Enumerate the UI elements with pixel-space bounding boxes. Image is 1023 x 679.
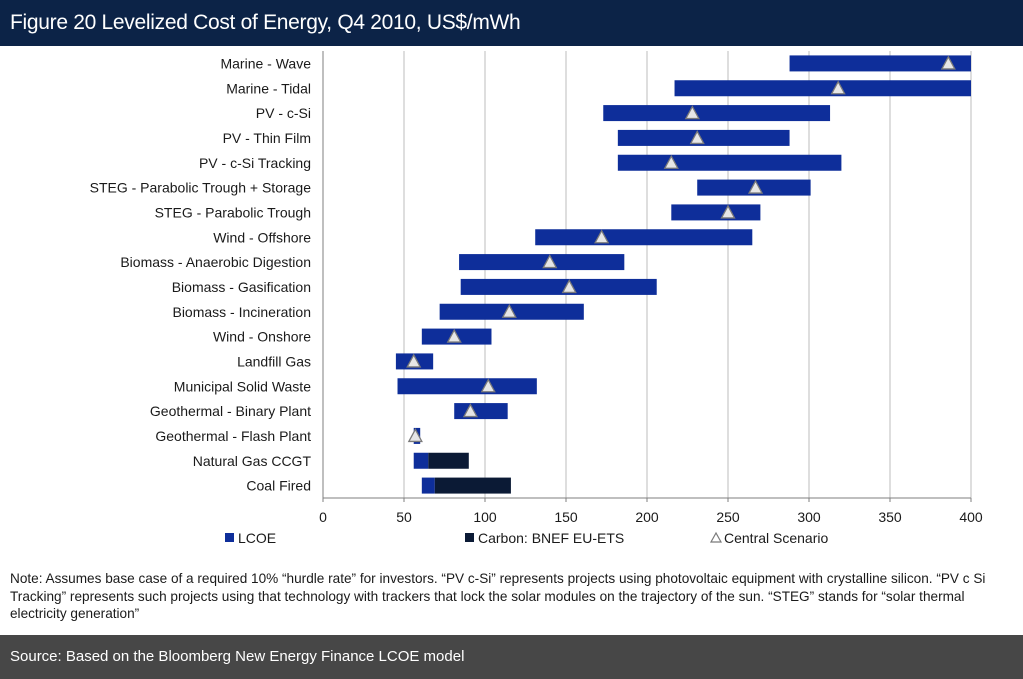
y-category-label: Wind - Offshore — [213, 229, 311, 245]
central-scenario-marker — [501, 303, 517, 318]
x-tick-label: 0 — [319, 509, 327, 525]
x-tick-label: 350 — [878, 509, 902, 525]
lcoe-bar — [397, 378, 537, 395]
legend-label-carbon: Carbon: BNEF EU-ETS — [478, 530, 624, 546]
footnote: Note: Assumes base case of a required 10… — [10, 571, 986, 621]
source-bar: Source: Based on the Bloomberg New Energ… — [0, 635, 1023, 679]
central-scenario-marker — [684, 105, 700, 120]
x-tick-label: 400 — [959, 509, 983, 525]
y-category-label: Marine - Tidal — [226, 80, 311, 96]
legend-swatch-carbon — [465, 533, 474, 542]
central-scenario-marker — [542, 254, 558, 269]
y-category-label: PV - Thin Film — [223, 130, 311, 146]
x-tick-label: 50 — [396, 509, 412, 525]
central-scenario-marker — [747, 179, 764, 194]
central-scenario-marker — [830, 80, 846, 95]
y-category-label: Landfill Gas — [237, 353, 311, 369]
central-scenario-marker — [462, 403, 479, 418]
central-scenario-marker — [480, 378, 496, 393]
y-category-label: Coal Fired — [246, 478, 311, 494]
lcoe-bar — [454, 403, 508, 420]
legend-label-lcoe: LCOE — [238, 530, 276, 546]
lcoe-bar — [617, 154, 842, 171]
y-category-label: Wind - Onshore — [213, 329, 311, 345]
y-category-label: PV - c-Si — [256, 105, 311, 121]
lcoe-range-chart: 0 50 100 150 200 250 300 350 400 Marine - Wave Mar… — [90, 51, 983, 546]
legend-label-central: Central Scenario — [724, 530, 828, 546]
lcoe-bar — [671, 204, 761, 221]
lcoe-bar — [617, 129, 790, 146]
central-scenario-marker — [407, 428, 423, 443]
x-tick-label: 200 — [635, 509, 659, 525]
source-text: Source: Based on the Bloomberg New Energ… — [10, 648, 465, 665]
y-category-label: Biomass - Gasification — [172, 279, 311, 295]
central-scenario-marker — [940, 55, 956, 70]
x-tick-label: 100 — [473, 509, 497, 525]
central-scenario-marker — [663, 154, 679, 169]
y-category-label: STEG - Parabolic Trough — [155, 204, 311, 220]
central-scenario-marker — [689, 130, 705, 145]
figure-title: Figure 20 Levelized Cost of Energy, Q4 2… — [10, 11, 521, 34]
lcoe-bar — [603, 105, 831, 122]
lcoe-bar — [460, 278, 657, 295]
central-scenario-marker — [720, 204, 736, 219]
lcoe-bar — [535, 229, 753, 246]
x-tick-label: 300 — [797, 509, 821, 525]
y-category-label: Marine - Wave — [220, 55, 311, 71]
x-tick-label: 250 — [716, 509, 740, 525]
central-scenario-marker — [446, 328, 462, 343]
lcoe-bar — [674, 80, 971, 97]
legend-swatch-lcoe — [225, 533, 234, 542]
legend-swatch-central — [709, 531, 723, 543]
y-category-label: Geothermal - Flash Plant — [155, 428, 311, 444]
lcoe-bar — [459, 254, 625, 271]
y-category-label: Geothermal - Binary Plant — [150, 403, 311, 419]
lcoe-bar — [413, 452, 429, 469]
x-tick-label: 150 — [554, 509, 578, 525]
y-category-label: PV - c-Si Tracking — [199, 155, 311, 171]
central-scenario-marker — [561, 279, 577, 294]
carbon-bar — [428, 452, 469, 469]
lcoe-bar — [789, 55, 971, 72]
y-category-label: Biomass - Incineration — [172, 304, 311, 320]
y-category-label: Biomass - Anaerobic Digestion — [120, 254, 311, 270]
y-category-label: STEG - Parabolic Trough + Storage — [90, 180, 312, 196]
lcoe-bar — [421, 477, 435, 494]
central-scenario-marker — [594, 229, 610, 244]
central-scenario-marker — [406, 353, 422, 368]
carbon-bar — [434, 477, 511, 494]
y-category-label: Natural Gas CCGT — [193, 453, 312, 469]
y-category-label: Municipal Solid Waste — [174, 378, 311, 394]
title-bar: Figure 20 Levelized Cost of Energy, Q4 2… — [0, 0, 1023, 46]
